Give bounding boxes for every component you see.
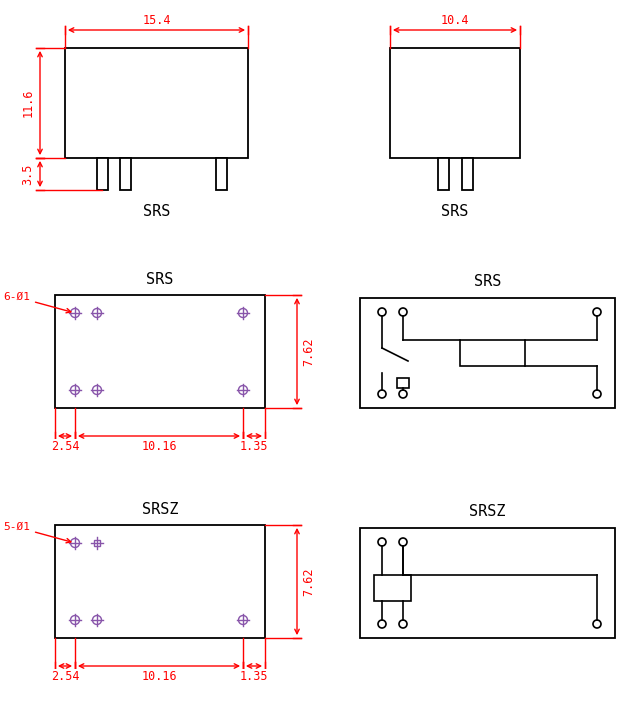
Circle shape <box>71 309 80 317</box>
Text: 2.54: 2.54 <box>50 670 80 682</box>
Text: SRS: SRS <box>143 205 170 220</box>
Text: 15.4: 15.4 <box>142 14 171 26</box>
Circle shape <box>399 620 407 628</box>
Text: 10.4: 10.4 <box>440 14 469 26</box>
Bar <box>216 158 227 190</box>
Circle shape <box>399 390 407 398</box>
Text: 7.62: 7.62 <box>302 337 316 366</box>
Text: SRSZ: SRSZ <box>142 501 178 516</box>
Circle shape <box>399 538 407 546</box>
Bar <box>120 158 131 190</box>
Text: 1.35: 1.35 <box>240 439 268 453</box>
Circle shape <box>378 538 386 546</box>
Circle shape <box>71 386 80 394</box>
Circle shape <box>93 615 102 625</box>
Circle shape <box>71 615 80 625</box>
Bar <box>397 378 409 388</box>
Circle shape <box>71 538 80 548</box>
Bar <box>97 158 108 190</box>
Circle shape <box>593 620 601 628</box>
Bar <box>55 525 265 638</box>
Circle shape <box>93 309 102 317</box>
Text: 11.6: 11.6 <box>21 88 35 117</box>
Bar <box>65 48 248 158</box>
Circle shape <box>593 308 601 316</box>
Text: SRS: SRS <box>474 275 501 289</box>
Text: SRSZ: SRSZ <box>469 505 506 520</box>
Bar <box>460 340 525 366</box>
Circle shape <box>378 308 386 316</box>
Circle shape <box>239 309 247 317</box>
Text: SRS: SRS <box>146 272 174 287</box>
Bar <box>360 528 615 638</box>
Circle shape <box>93 386 102 394</box>
Text: 10.16: 10.16 <box>141 670 177 682</box>
Circle shape <box>239 615 247 625</box>
Circle shape <box>239 386 247 394</box>
Text: 3.5: 3.5 <box>21 163 35 185</box>
Text: SRS: SRS <box>441 205 469 220</box>
Bar <box>438 158 449 190</box>
Text: 5-Ø1: 5-Ø1 <box>3 522 71 543</box>
Bar <box>390 48 520 158</box>
Text: 1.35: 1.35 <box>240 670 268 682</box>
Text: 2.54: 2.54 <box>50 439 80 453</box>
Bar <box>94 540 100 546</box>
Bar <box>374 575 411 601</box>
Bar <box>55 295 265 408</box>
Text: 7.62: 7.62 <box>302 568 316 596</box>
Text: 6-Ø1: 6-Ø1 <box>3 292 71 313</box>
Text: 10.16: 10.16 <box>141 439 177 453</box>
Bar <box>462 158 473 190</box>
Circle shape <box>378 390 386 398</box>
Bar <box>360 298 615 408</box>
Circle shape <box>378 620 386 628</box>
Circle shape <box>593 390 601 398</box>
Circle shape <box>399 308 407 316</box>
